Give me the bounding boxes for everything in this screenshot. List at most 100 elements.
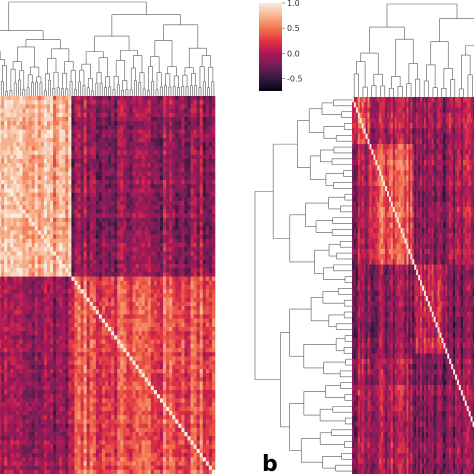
heatmap-a-cell (141, 175, 146, 181)
heatmap-a-cell (129, 104, 133, 109)
heatmap-a-cell (144, 201, 149, 206)
heatmap-a-cell (193, 222, 197, 227)
heatmap-a-cell (7, 96, 11, 101)
heatmap-a-cell (184, 138, 188, 143)
heatmap-a-cell (160, 205, 164, 210)
heatmap-a-cell (199, 125, 204, 130)
heatmap-a-cell (19, 104, 23, 109)
heatmap-a-cell (141, 112, 146, 118)
heatmap-a-cell (108, 159, 112, 164)
heatmap-a-cell (37, 196, 42, 202)
heatmap-a-cell (160, 196, 164, 202)
heatmap-a-cell (175, 264, 179, 269)
heatmap-a-cell (98, 146, 103, 151)
heatmap-a-cell (80, 272, 84, 277)
heatmap-a-cell (37, 192, 42, 198)
heatmap-a-cell (163, 306, 167, 311)
heatmap-a-cell (138, 129, 142, 135)
heatmap-a-cell (86, 188, 91, 193)
heatmap-a-cell (65, 192, 69, 198)
heatmap-a-cell (150, 306, 155, 311)
heatmap-a-cell (160, 243, 164, 248)
heatmap-a-cell (178, 150, 182, 156)
heatmap-a-cell (211, 163, 216, 168)
heatmap-a-cell (187, 306, 191, 311)
heatmap-a-cell (123, 108, 127, 114)
heatmap-a-cell (92, 175, 97, 181)
heatmap-a-cell (156, 226, 161, 231)
heatmap-a-cell (132, 268, 136, 273)
heatmap-a-cell (132, 280, 136, 286)
heatmap-a-cell (13, 129, 17, 135)
heatmap-a-cell (43, 297, 48, 303)
heatmap-a-cell (31, 125, 36, 130)
heatmap-a-cell (114, 112, 118, 118)
heatmap-a-cell (184, 209, 188, 214)
heatmap-a-cell (156, 247, 161, 252)
heatmap-a-cell (10, 192, 14, 198)
heatmap-a-cell (150, 213, 155, 219)
heatmap-a-cell (92, 209, 97, 214)
heatmap-a-cell (153, 230, 158, 235)
heatmap-a-cell (65, 247, 69, 252)
heatmap-a-cell (0, 201, 2, 206)
heatmap-a-cell (68, 226, 72, 231)
heatmap-a-cell (193, 217, 197, 223)
heatmap-a-cell (62, 121, 66, 126)
heatmap-a-cell (98, 129, 103, 135)
heatmap-a-cell (80, 192, 84, 198)
heatmap-a-cell (74, 146, 78, 151)
heatmap-a-cell (211, 205, 216, 210)
heatmap-a-cell (111, 171, 115, 177)
heatmap-a-cell (160, 133, 164, 139)
heatmap-a-cell (53, 289, 57, 294)
heatmap-a-cell (205, 301, 210, 307)
heatmap-a-cell (98, 184, 103, 189)
heatmap-a-cell (80, 180, 84, 185)
heatmap-a-cell (34, 192, 39, 198)
heatmap-a-cell (46, 108, 51, 114)
heatmap-a-cell (77, 146, 81, 151)
heatmap-a-cell (141, 259, 146, 265)
heatmap-a-cell (98, 96, 103, 101)
heatmap-a-cell (0, 234, 2, 240)
heatmap-a-cell (132, 192, 136, 198)
heatmap-a-cell (31, 146, 36, 151)
heatmap-a-cell (74, 171, 78, 177)
heatmap-a-cell (160, 222, 164, 227)
heatmap-a-cell (13, 125, 17, 130)
heatmap-a-cell (92, 222, 97, 227)
heatmap-a-cell (166, 159, 170, 164)
heatmap-a-cell (50, 129, 54, 135)
heatmap-a-cell (202, 171, 207, 177)
heatmap-a-cell (135, 108, 139, 114)
heatmap-a-cell (16, 285, 20, 290)
heatmap-a-cell (117, 293, 121, 298)
heatmap-a-cell (10, 154, 14, 160)
heatmap-a-cell (178, 230, 182, 235)
heatmap-a-cell (80, 238, 84, 244)
heatmap-a-cell (1, 209, 5, 214)
heatmap-a-cell (199, 238, 204, 244)
heatmap-a-cell (117, 163, 121, 168)
heatmap-a-cell (34, 104, 39, 109)
heatmap-a-cell (1, 268, 5, 273)
heatmap-a-cell (0, 268, 2, 273)
heatmap-a-cell (92, 125, 97, 130)
heatmap-a-cell (77, 196, 81, 202)
heatmap-a-cell (172, 184, 176, 189)
heatmap-a-cell (144, 234, 149, 240)
heatmap-a-cell (56, 184, 60, 189)
heatmap-a-cell (0, 272, 2, 277)
heatmap-a-cell (4, 175, 8, 181)
heatmap-a-cell (166, 276, 170, 282)
heatmap-a-cell (187, 289, 191, 294)
heatmap-a-cell (144, 297, 149, 303)
heatmap-a-cell (86, 226, 91, 231)
heatmap-a-cell (160, 184, 164, 189)
heatmap-a-cell (92, 272, 97, 277)
heatmap-a-cell (28, 209, 32, 214)
heatmap-a-cell (13, 251, 17, 256)
heatmap-a-cell (175, 289, 179, 294)
heatmap-a-cell (19, 150, 23, 156)
